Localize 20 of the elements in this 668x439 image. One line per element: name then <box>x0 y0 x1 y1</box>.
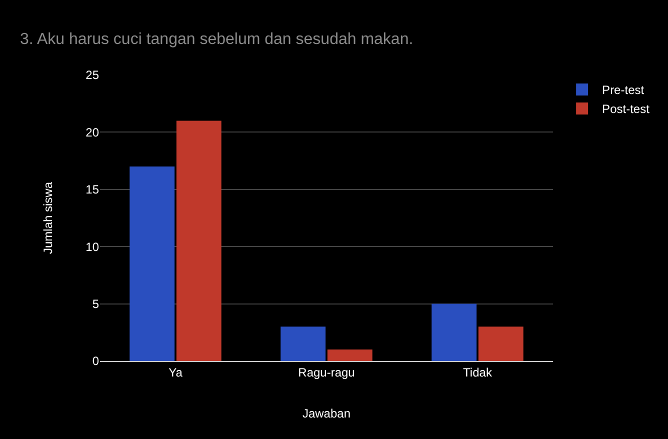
bar <box>176 120 222 361</box>
legend-label: Pre-test <box>602 83 645 98</box>
bar <box>327 350 372 361</box>
y-axis-title: Jumlah siswa <box>40 182 55 254</box>
y-tick-label: 5 <box>92 297 100 311</box>
chart-title: 3. Aku harus cuci tangan sebelum dan sesudah makan. <box>20 31 414 48</box>
x-tick-label: Ragu-ragu <box>298 365 355 380</box>
y-tick-label: 15 <box>86 182 100 197</box>
bar <box>432 304 477 361</box>
bar <box>130 166 175 361</box>
bar <box>478 326 524 361</box>
y-tick-label: 20 <box>86 125 100 140</box>
x-axis-title: Jawaban <box>302 406 351 420</box>
y-tick-label: 0 <box>92 354 100 368</box>
y-tick-label: 25 <box>86 68 100 82</box>
y-tick-label: 10 <box>86 240 100 254</box>
x-tick-label: Tidak <box>463 365 493 380</box>
x-tick-label: Ya <box>168 365 183 380</box>
bar <box>280 326 326 361</box>
legend-label: Post-test <box>602 102 650 116</box>
